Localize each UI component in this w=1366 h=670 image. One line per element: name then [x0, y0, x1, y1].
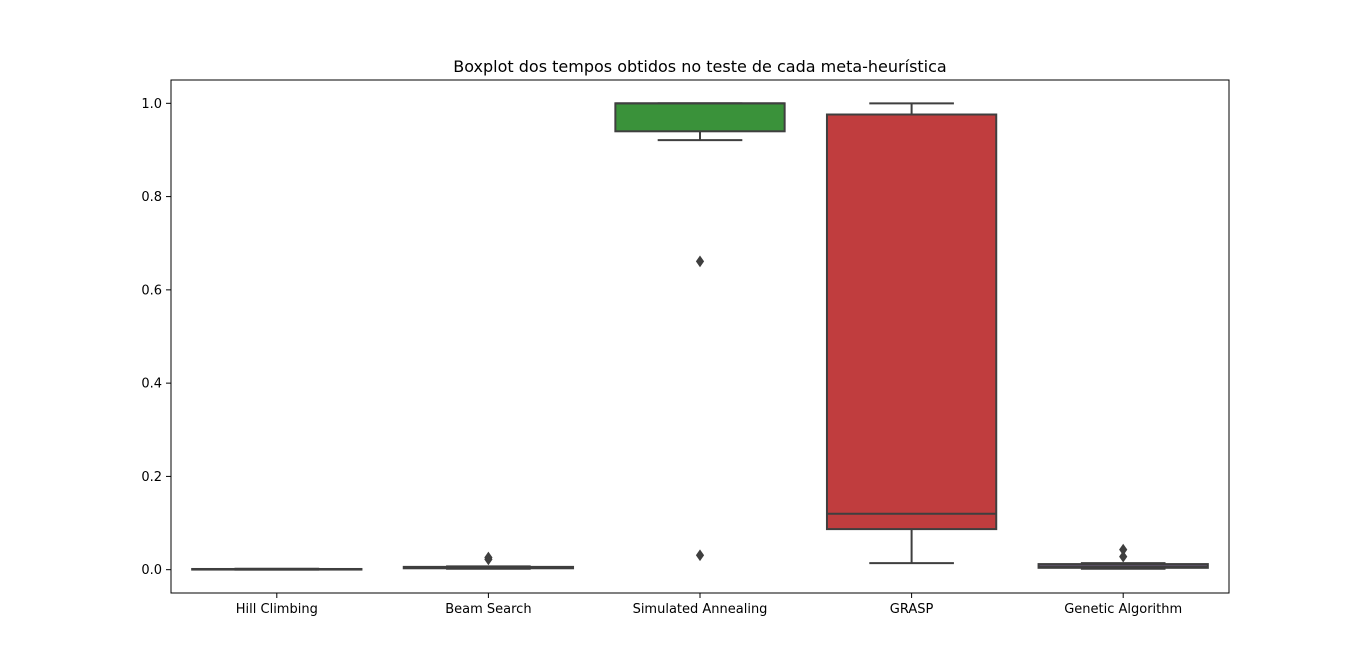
- y-tick-label: 1.0: [141, 97, 162, 112]
- y-tick-label: 0.2: [141, 470, 162, 485]
- y-tick-label: 0.6: [141, 283, 162, 298]
- outlier-point: [484, 551, 493, 564]
- box-group: [1037, 543, 1209, 570]
- x-tick-label: Hill Climbing: [236, 602, 318, 617]
- box-body: [614, 102, 786, 133]
- x-tick-label: Genetic Algorithm: [1064, 602, 1182, 617]
- x-tick-label: GRASP: [890, 602, 934, 617]
- outlier-point: [1119, 550, 1128, 563]
- chart-title: Boxplot dos tempos obtidos no teste de c…: [453, 57, 946, 76]
- box-group: [191, 567, 363, 571]
- x-tick-label: Beam Search: [445, 602, 531, 617]
- plot-frame: [170, 79, 1230, 594]
- y-tick-label: 0.8: [141, 190, 162, 205]
- axes-layer: 0.0 0.2 0.4 0.6 0.8 1.0 Hill Climbing Beam Sear…: [141, 97, 1182, 617]
- outlier-point: [695, 255, 705, 268]
- boxes-layer: [191, 102, 1209, 571]
- outlier-point: [695, 549, 705, 562]
- box-group: [614, 102, 786, 562]
- y-tick-label: 0.0: [141, 563, 162, 578]
- box-group: [402, 551, 575, 570]
- outlier-point: [1119, 543, 1128, 556]
- box-body: [825, 113, 998, 531]
- y-tick-label: 0.4: [141, 377, 162, 392]
- box-group: [825, 102, 998, 565]
- x-tick-label: Simulated Annealing: [633, 602, 768, 617]
